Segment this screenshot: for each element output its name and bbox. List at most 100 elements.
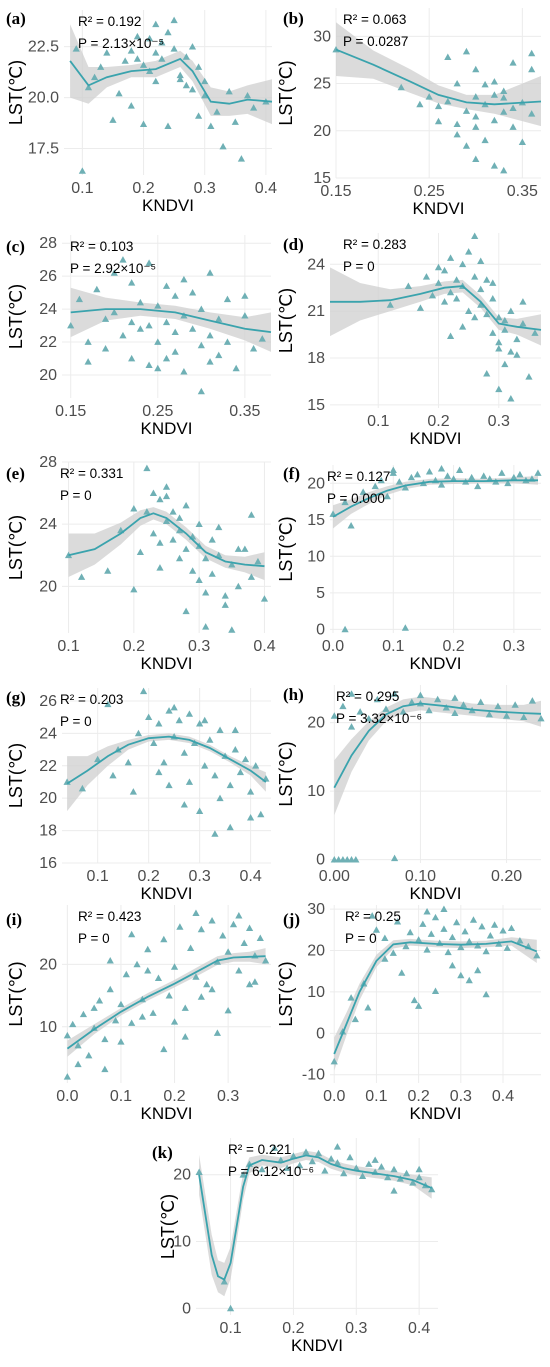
data-point — [129, 788, 137, 795]
data-point — [202, 588, 210, 596]
confidence-band — [70, 24, 272, 125]
data-point — [346, 1153, 354, 1161]
y-tick-label: 0 — [316, 852, 325, 869]
y-tick-label: 18 — [307, 350, 325, 367]
data-point — [381, 955, 389, 962]
x-tick-label: 0.1 — [110, 1088, 132, 1105]
x-tick-label: 0.1 — [219, 1320, 241, 1337]
data-point — [519, 298, 527, 305]
data-point — [181, 1033, 189, 1040]
data-point — [90, 1004, 98, 1011]
r-squared-label: R² = 0.331 — [60, 466, 123, 481]
data-point — [347, 522, 355, 529]
data-point — [195, 576, 203, 584]
data-point — [456, 466, 464, 473]
x-axis-title: KNDVI — [141, 419, 193, 438]
fit-line — [333, 940, 538, 1055]
data-point — [188, 43, 197, 50]
data-point — [84, 83, 93, 91]
data-point — [501, 360, 509, 368]
data-point — [507, 348, 515, 355]
confidence-band — [67, 948, 266, 1057]
data-point — [169, 508, 177, 515]
data-point — [519, 320, 527, 327]
y-tick-label: 0 — [316, 1025, 325, 1042]
p-value-label: P = 0.0287 — [343, 34, 408, 49]
x-axis-title: KNDVI — [141, 1104, 193, 1123]
confidence-band — [334, 937, 537, 1071]
data-point — [216, 794, 224, 802]
data-point — [165, 781, 173, 789]
x-tick-label: 0.1 — [365, 1088, 387, 1105]
data-point — [226, 823, 234, 831]
data-point — [176, 71, 184, 79]
data-point — [97, 63, 105, 70]
panel-letter: (k) — [152, 1143, 173, 1162]
x-tick-label: 0.1 — [367, 413, 389, 430]
r-squared-label: R² = 0.063 — [343, 12, 406, 27]
x-tick-label: 0.4 — [253, 638, 275, 655]
data-point — [134, 729, 143, 737]
data-point — [101, 345, 110, 352]
data-point — [365, 1160, 373, 1167]
data-point — [189, 289, 197, 296]
panel-d: 0.1 0.2 0.3 15 18 21 24 KNDVI LST(℃) (d) R² = 0.28… — [276, 232, 542, 448]
data-point — [154, 302, 162, 309]
data-point — [149, 529, 158, 537]
data-point — [321, 1167, 329, 1174]
data-point — [534, 469, 542, 476]
data-point — [446, 288, 455, 296]
data-point — [528, 697, 536, 704]
x-tick-label: 0.15 — [320, 183, 351, 200]
r-squared-label: R² = 0.221 — [228, 1142, 291, 1157]
data-point — [509, 104, 517, 111]
data-point — [457, 971, 465, 979]
data-point — [481, 80, 489, 88]
data-point — [247, 573, 256, 580]
data-point — [448, 961, 456, 969]
data-point — [201, 716, 209, 724]
x-tick-label: 0.4 — [492, 1088, 514, 1105]
data-point — [84, 338, 92, 345]
panel-letter: (i) — [6, 910, 22, 929]
data-point — [453, 130, 461, 138]
data-point — [189, 325, 197, 332]
data-point — [111, 1016, 120, 1024]
y-tick-label: 30 — [307, 901, 325, 918]
y-tick-label: 15 — [307, 397, 325, 414]
data-point — [459, 260, 467, 268]
data-point — [192, 909, 200, 916]
data-point — [525, 373, 533, 380]
data-point — [359, 488, 367, 495]
x-axis-title: KNDVI — [141, 654, 193, 673]
panel-letter: (a) — [6, 9, 26, 28]
data-point — [128, 1019, 136, 1026]
data-point — [208, 985, 216, 993]
y-tick-label: 25 — [313, 76, 331, 93]
data-point — [221, 601, 229, 608]
data-point — [127, 102, 135, 109]
data-point — [106, 956, 114, 964]
data-point — [340, 1169, 348, 1177]
p-value-label: P = 0 — [60, 488, 92, 503]
data-point — [465, 307, 473, 315]
x-tick-label: 0.2 — [427, 413, 449, 430]
data-point — [175, 554, 184, 562]
data-point — [423, 908, 431, 915]
data-point — [333, 1143, 342, 1150]
data-point — [128, 318, 136, 326]
x-tick-label: 0.0 — [322, 638, 344, 655]
data-point — [416, 304, 425, 311]
data-point — [145, 259, 153, 266]
data-point — [215, 551, 223, 559]
y-tick-label: 15 — [313, 170, 331, 187]
y-tick-label: 0 — [182, 1300, 191, 1317]
x-tick-label: 0.4 — [408, 1320, 430, 1337]
data-point — [373, 695, 381, 703]
data-point — [235, 966, 243, 974]
panel-letter: (c) — [6, 237, 25, 256]
data-point — [215, 523, 223, 531]
data-point — [477, 301, 485, 308]
data-point — [136, 325, 144, 332]
fit-line — [66, 955, 266, 1050]
